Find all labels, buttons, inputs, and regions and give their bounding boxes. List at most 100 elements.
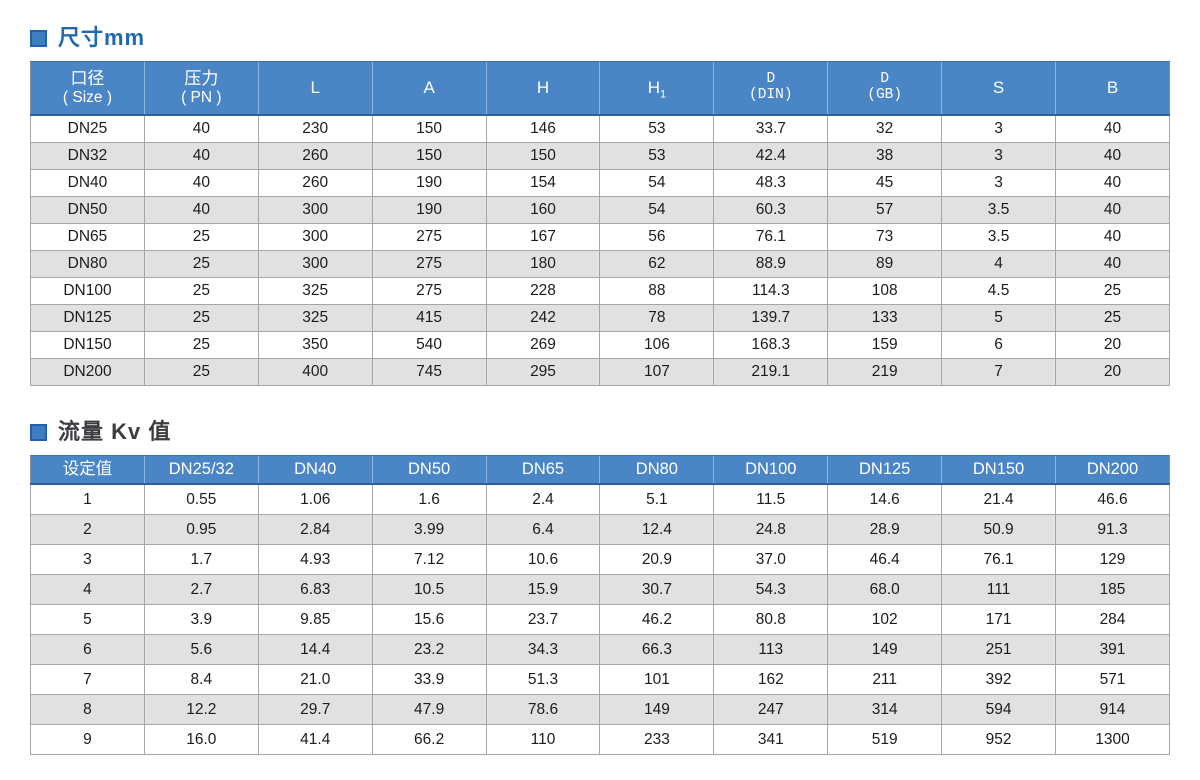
table-cell: 34.3	[485, 634, 601, 665]
table-cell: 3.5	[941, 223, 1057, 251]
header-row: 设定值 DN25/32 DN40 DN50 DN65 DN80 DN100 DN125 DN15…	[30, 455, 1170, 484]
table-cell: 4	[941, 250, 1057, 278]
table-cell: 0.95	[143, 514, 259, 545]
column-header: DN125	[827, 455, 942, 484]
table-cell: 11.5	[713, 483, 829, 515]
table-cell: 21.4	[941, 483, 1057, 515]
table-cell: 3	[941, 114, 1057, 143]
table-cell: 5.1	[599, 483, 715, 515]
table-cell: 21.0	[257, 664, 373, 695]
table-cell: 54	[599, 169, 715, 197]
table-row: DN150 25 350 540 269 106 168.3 159 6 20	[30, 331, 1170, 359]
table-cell: 62	[599, 250, 715, 278]
table-cell: 211	[827, 664, 943, 695]
table-cell: 15.6	[371, 604, 487, 635]
table-cell: 160	[485, 196, 601, 224]
table-cell: 1.7	[143, 544, 259, 575]
table-cell: 1.06	[257, 483, 373, 515]
table-cell: 46.6	[1055, 483, 1170, 515]
table-cell: 171	[941, 604, 1057, 635]
table-cell: DN80	[30, 250, 145, 278]
table-cell: 745	[371, 358, 487, 386]
table-row: 9 16.0 41.4 66.2 110 233 341 519 952 1300	[30, 724, 1170, 755]
column-header: DN65	[485, 455, 600, 484]
column-header: D (GB)	[827, 61, 942, 115]
table-cell: 2	[30, 514, 145, 545]
table-cell: 6.83	[257, 574, 373, 605]
table-cell: 48.3	[713, 169, 829, 197]
table-cell: 0.55	[143, 483, 259, 515]
table-cell: 230	[257, 114, 373, 143]
table-cell: 133	[827, 304, 943, 332]
column-header: L	[257, 61, 373, 115]
table-cell: 45	[827, 169, 943, 197]
table-cell: 25	[143, 277, 259, 305]
table-cell: 25	[143, 250, 259, 278]
table-cell: 7.12	[371, 544, 487, 575]
table-row: 4 2.7 6.83 10.5 15.9 30.7 54.3 68.0 111 185	[30, 574, 1170, 605]
kv-table: 设定值 DN25/32 DN40 DN50 DN65 DN80 DN100 DN125 DN15…	[30, 455, 1170, 755]
table-cell: 12.4	[599, 514, 715, 545]
column-header: 设定值	[30, 455, 145, 484]
table-cell: 247	[713, 694, 829, 725]
table-cell: 391	[1055, 634, 1170, 665]
table-cell: 114.3	[713, 277, 829, 305]
table-cell: 8	[30, 694, 145, 725]
table-cell: 25	[143, 223, 259, 251]
table-cell: 33.7	[713, 114, 829, 143]
column-header: DN200	[1055, 455, 1170, 484]
table-cell: 2.4	[485, 483, 601, 515]
table-cell: 167	[485, 223, 601, 251]
table-cell: 78.6	[485, 694, 601, 725]
table-cell: DN125	[30, 304, 145, 332]
table-cell: 46.4	[827, 544, 943, 575]
table-cell: 269	[485, 331, 601, 359]
section-dimensions: 尺寸mm 口径( Size ) 压力( PN ) L A H H1 D (DIN) D (GB) S…	[30, 26, 1170, 386]
table-cell: 88	[599, 277, 715, 305]
table-row: 5 3.9 9.85 15.6 23.7 46.2 80.8 102 171 284	[30, 604, 1170, 635]
table-cell: 3.5	[941, 196, 1057, 224]
table-cell: 4	[30, 574, 145, 605]
table-cell: 415	[371, 304, 487, 332]
table-cell: 260	[257, 169, 373, 197]
column-header: DN40	[257, 455, 373, 484]
table-cell: 40	[1055, 114, 1170, 143]
section-dimensions-header: 尺寸mm	[30, 26, 1170, 50]
table-cell: 32	[827, 114, 943, 143]
table-cell: 350	[257, 331, 373, 359]
table-cell: 154	[485, 169, 601, 197]
table-cell: 50.9	[941, 514, 1057, 545]
table-cell: 76.1	[713, 223, 829, 251]
table-cell: 190	[371, 169, 487, 197]
table-cell: 519	[827, 724, 943, 755]
table-row: DN25 40 230 150 146 53 33.7 32 3 40	[30, 114, 1170, 143]
table-cell: 89	[827, 250, 943, 278]
table-cell: 594	[941, 694, 1057, 725]
table-cell: 40	[1055, 142, 1170, 170]
table-cell: DN100	[30, 277, 145, 305]
table-cell: 341	[713, 724, 829, 755]
column-header: DN150	[941, 455, 1056, 484]
table-row: 3 1.7 4.93 7.12 10.6 20.9 37.0 46.4 76.1 129	[30, 544, 1170, 575]
table-cell: 150	[371, 142, 487, 170]
table-cell: 1300	[1055, 724, 1170, 755]
table-cell: 40	[1055, 196, 1170, 224]
table-cell: 3	[941, 142, 1057, 170]
table-cell: 2.7	[143, 574, 259, 605]
table-cell: 80.8	[713, 604, 829, 635]
table-cell: 159	[827, 331, 943, 359]
column-header: H1	[599, 61, 714, 115]
table-cell: 28.9	[827, 514, 943, 545]
table-cell: 129	[1055, 544, 1170, 575]
table-cell: 20	[1055, 331, 1170, 359]
table-cell: DN150	[30, 331, 145, 359]
table-row: DN80 25 300 275 180 62 88.9 89 4 40	[30, 250, 1170, 278]
table-row: 6 5.6 14.4 23.2 34.3 66.3 113 149 251 391	[30, 634, 1170, 665]
table-cell: 242	[485, 304, 601, 332]
table-cell: 78	[599, 304, 715, 332]
column-header: B	[1055, 61, 1170, 115]
table-cell: 150	[485, 142, 601, 170]
table-cell: 54	[599, 196, 715, 224]
column-header: DN25/32	[143, 455, 259, 484]
table-cell: 91.3	[1055, 514, 1170, 545]
